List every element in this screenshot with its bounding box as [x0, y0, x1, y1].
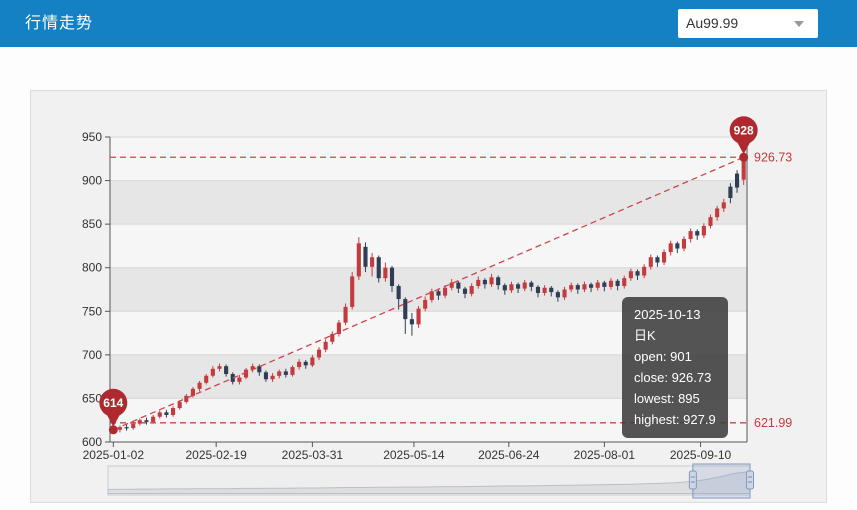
tooltip-close: close: 926.73 — [634, 370, 712, 385]
svg-text:2025-05-14: 2025-05-14 — [383, 448, 445, 462]
chart-tooltip: 2025-10-13 日K open: 901 close: 926.73 lo… — [622, 297, 728, 438]
page-title: 行情走势 — [25, 15, 94, 32]
svg-text:2025-08-01: 2025-08-01 — [574, 448, 636, 462]
svg-text:2025-09-10: 2025-09-10 — [670, 448, 732, 462]
tooltip-open: open: 901 — [634, 349, 692, 364]
svg-text:650: 650 — [82, 391, 102, 405]
candlestick-series — [111, 156, 746, 433]
header-bar: 行情走势 Au99.99 — [0, 0, 857, 47]
product-selector-value: Au99.99 — [686, 15, 739, 31]
svg-text:750: 750 — [82, 304, 102, 318]
svg-text:850: 850 — [82, 217, 102, 231]
svg-text:2025-06-24: 2025-06-24 — [478, 448, 540, 462]
end-price-marker: 928 — [729, 116, 758, 162]
navigator-selection[interactable] — [692, 463, 751, 499]
svg-text:926.73: 926.73 — [754, 150, 792, 164]
svg-text:800: 800 — [82, 261, 102, 275]
svg-text:2025-03-31: 2025-03-31 — [282, 448, 344, 462]
y-axis: 600 650 700 750 800 850 900 950 — [82, 130, 110, 449]
annotation-labels: 926.73 621.99 — [754, 150, 792, 430]
navigator-handle-left[interactable] — [688, 470, 697, 490]
tooltip-period: 日K — [634, 328, 656, 343]
navigator-handle-right[interactable] — [746, 470, 754, 490]
svg-text:2025-01-02: 2025-01-02 — [83, 448, 145, 462]
svg-text:600: 600 — [82, 435, 102, 449]
chevron-down-icon — [794, 21, 804, 27]
tooltip-highest: highest: 927.9 — [634, 412, 716, 427]
svg-text:2025-02-19: 2025-02-19 — [185, 448, 247, 462]
svg-text:621.99: 621.99 — [754, 416, 792, 430]
svg-text:928: 928 — [734, 123, 754, 137]
range-navigator[interactable] — [107, 463, 754, 499]
svg-text:900: 900 — [82, 174, 102, 188]
x-axis: 2025-01-02 2025-02-19 2025-03-31 2025-05-14… — [83, 442, 732, 462]
svg-text:700: 700 — [82, 348, 102, 362]
product-selector-dropdown[interactable]: Au99.99 — [678, 9, 818, 38]
svg-text:614: 614 — [103, 396, 123, 410]
tooltip-date: 2025-10-13 — [634, 307, 701, 322]
svg-text:950: 950 — [82, 130, 102, 144]
start-price-marker: 614 — [99, 388, 128, 435]
tooltip-lowest: lowest: 895 — [634, 391, 700, 406]
